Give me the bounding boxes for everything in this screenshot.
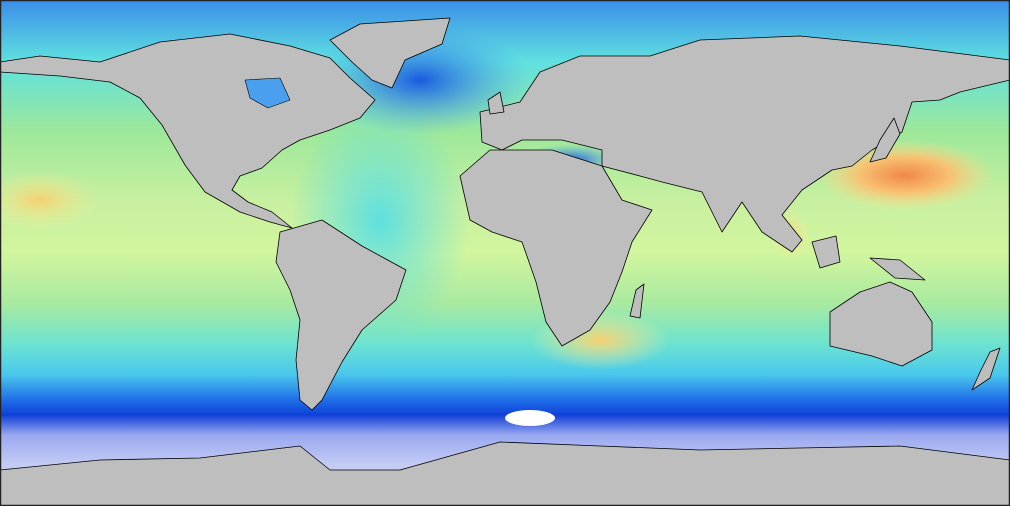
borneo [811,235,841,269]
madagascar [629,283,645,319]
africa [459,149,653,347]
new-zealand [971,347,1001,391]
australia [829,281,933,367]
south-america [275,219,407,411]
hudson-bay [244,77,291,109]
antarctica [0,441,1010,506]
eurasia [479,35,1010,253]
hawaii-field [0,170,100,230]
greenland [329,17,451,89]
japan [869,117,901,163]
britain [487,91,505,115]
new-guinea [869,257,926,281]
weddell-field [505,410,555,426]
